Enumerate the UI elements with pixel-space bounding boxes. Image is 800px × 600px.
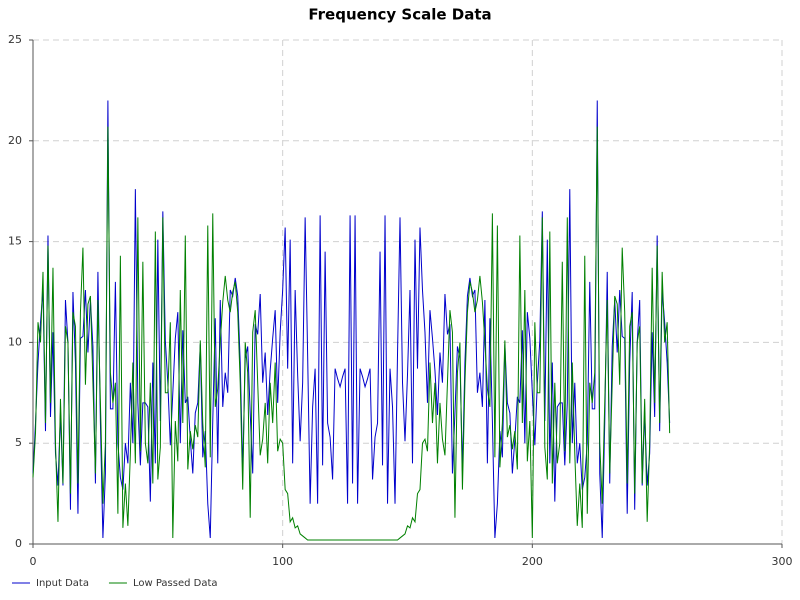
x-tick-label: 0: [30, 555, 37, 568]
x-tick-label: 100: [272, 555, 293, 568]
chart-title: Frequency Scale Data: [308, 6, 491, 24]
y-tick-label: 0: [15, 537, 22, 550]
y-tick-label: 5: [15, 436, 22, 449]
data-line: [32, 126, 671, 541]
y-tick-label: 20: [8, 134, 22, 147]
y-tick-label: 25: [8, 33, 22, 46]
x-tick-label: 200: [522, 555, 543, 568]
legend-label: Low Passed Data: [133, 578, 218, 589]
y-tick-label: 15: [8, 235, 22, 248]
x-tick-label: 300: [772, 555, 793, 568]
y-tick-label: 10: [8, 335, 22, 348]
legend-label: Input Data: [36, 578, 89, 589]
data-line: [32, 100, 671, 538]
